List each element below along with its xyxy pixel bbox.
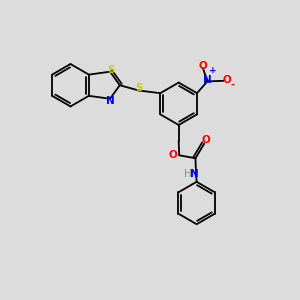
Text: -: - [230, 79, 235, 89]
Text: +: + [209, 66, 217, 75]
Text: O: O [223, 75, 231, 85]
Text: O: O [199, 61, 207, 71]
Text: S: S [135, 83, 143, 94]
Text: O: O [201, 135, 210, 145]
Text: N: N [190, 169, 199, 178]
Text: N: N [203, 75, 212, 85]
Text: O: O [169, 150, 178, 160]
Text: S: S [107, 65, 114, 75]
Text: H: H [184, 169, 192, 178]
Text: N: N [106, 95, 115, 106]
